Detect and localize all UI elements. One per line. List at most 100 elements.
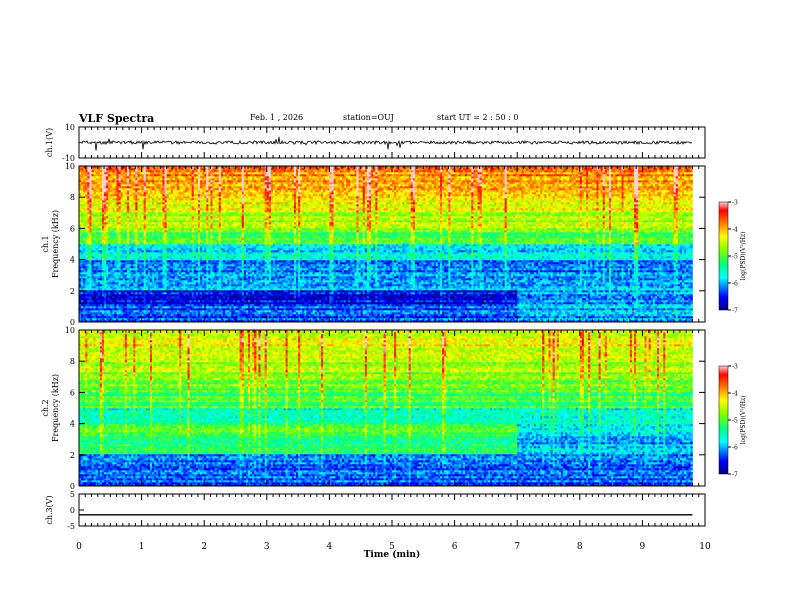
ch1-spectrogram-cell	[135, 232, 137, 234]
ch1-spectrogram-cell	[119, 204, 121, 206]
ch1-spectrogram-cell	[140, 204, 142, 206]
ch1-spectrogram-cell	[131, 244, 133, 246]
ch1-spectrogram-cell	[160, 270, 162, 272]
ch1-spectrogram-cell	[171, 302, 173, 304]
ch1-spectrogram-cell	[94, 186, 96, 188]
ch1-spectrogram-cell	[171, 214, 173, 216]
ch1-spectrogram-cell	[114, 268, 116, 270]
ch1-spectrogram-cell	[179, 246, 181, 248]
ch1-spectrogram-cell	[154, 280, 156, 282]
ch1-spectrogram-cell	[94, 258, 96, 260]
ch1-spectrogram-cell	[148, 272, 150, 274]
ch1-spectrogram-cell	[160, 256, 162, 258]
ch1-spectrogram-cell	[142, 298, 144, 300]
ch1-spectrogram-cell	[81, 188, 83, 190]
ch1-spectrogram-cell	[98, 314, 100, 316]
ch1-spectrogram-cell	[148, 230, 150, 232]
ch1-spectrogram-cell	[160, 280, 162, 282]
ch1-spectrogram-cell	[92, 200, 94, 202]
ch1-spectrogram-cell	[87, 242, 89, 244]
ch1-spectrogram-cell	[92, 182, 94, 184]
ch1-spectrogram-cell	[92, 252, 94, 254]
ch1-spectrogram-cell	[175, 272, 177, 274]
ch1-spectrogram-cell	[179, 296, 181, 298]
ch1-spectrogram-cell	[110, 204, 112, 206]
ch1-spectrogram-cell	[121, 192, 123, 194]
ch1-spectrogram-cell	[165, 312, 167, 314]
ch1-spectrogram-cell	[125, 252, 127, 254]
ch1-spectrogram-cell	[100, 232, 102, 234]
ch1-spectrogram-cell	[121, 248, 123, 250]
ch1-spectrogram-cell	[144, 236, 146, 238]
ch1-spectrogram-cell	[152, 236, 154, 238]
ch1-spectrogram-cell	[158, 266, 160, 268]
ch1-spectrogram-cell	[123, 230, 125, 232]
ch1-spectrogram-cell	[140, 180, 142, 182]
ch1-spectrogram-cell	[146, 280, 148, 282]
ch1-spectrogram-cell	[108, 316, 110, 318]
ch1-spectrogram-cell	[94, 204, 96, 206]
ch1-spectrogram-cell	[94, 230, 96, 232]
ch1-spectrogram-cell	[83, 310, 85, 312]
ch1-spectrogram-cell	[133, 306, 135, 308]
ch1-spectrogram-cell	[150, 308, 152, 310]
ch1-spectrogram-cell	[81, 248, 83, 250]
ch1-spectrogram-cell	[167, 206, 169, 208]
ch1-spectrogram-cell	[154, 216, 156, 218]
ch1-spectrogram-cell	[167, 268, 169, 270]
ch1-spectrogram-cell	[137, 314, 139, 316]
ch1-spectrogram-cell	[156, 274, 158, 276]
ch1-spectrogram-cell	[102, 232, 104, 234]
ch1-spectrogram-cell	[81, 260, 83, 262]
ch1-spectrogram-cell	[177, 256, 179, 258]
ch1-spectrogram-cell	[85, 276, 87, 278]
ch1-spectrogram-cell	[125, 212, 127, 214]
ch1-spectrogram-cell	[87, 232, 89, 234]
ch1-spectrogram-cell	[154, 298, 156, 300]
ch1-spectrogram-cell	[175, 266, 177, 268]
ch1-spectrogram-cell	[144, 308, 146, 310]
ch1-spectrogram-cell	[100, 188, 102, 190]
ch1-spectrogram-cell	[123, 198, 125, 200]
ch1-spectrogram-cell	[152, 230, 154, 232]
ch1-spectrogram-cell	[114, 196, 116, 198]
ch1-spectrogram-cell	[144, 232, 146, 234]
ch1-spectrogram-cell	[98, 218, 100, 220]
ch1-spectrogram-cell	[96, 204, 98, 206]
ch1-spectrogram-cell	[175, 252, 177, 254]
ch1-spectrogram-cell	[87, 176, 89, 178]
ch1-spectrogram-cell	[87, 260, 89, 262]
ch1-spectrogram-cell	[129, 286, 131, 288]
ch1-spectrogram-cell	[152, 254, 154, 256]
ch1-spectrogram-cell	[133, 220, 135, 222]
ch1-spectrogram-cell	[104, 210, 106, 212]
ch1-spectrogram-cell	[125, 196, 127, 198]
ch1-spectrogram-cell	[142, 236, 144, 238]
ch1-spectrogram-cell	[92, 298, 94, 300]
ch1-spectrogram-cell	[137, 218, 139, 220]
ch1-spectrogram-cell	[150, 318, 152, 320]
ch1-spectrogram-cell	[133, 298, 135, 300]
ch1-spectrogram-cell	[121, 196, 123, 198]
ch1-spectrogram-cell	[148, 264, 150, 266]
ch1-spectrogram-cell	[110, 250, 112, 252]
ch1-spectrogram-cell	[133, 314, 135, 316]
ch1-spectrogram-cell	[140, 266, 142, 268]
ch1-spectrogram-cell	[119, 182, 121, 184]
ch1-spectrogram-cell	[131, 192, 133, 194]
ch1-spectrogram-cell	[83, 300, 85, 302]
ch1-spectrogram-cell	[85, 268, 87, 270]
ch1-spectrogram-cell	[114, 256, 116, 258]
ch1-spectrogram-cell	[108, 308, 110, 310]
ch1-spectrogram-cell	[96, 264, 98, 266]
ch1-spectrogram-cell	[108, 290, 110, 292]
ch1-spectrogram-cell	[165, 196, 167, 198]
ch1-spectrogram-cell	[110, 184, 112, 186]
ch1-spectrogram-cell	[137, 266, 139, 268]
ch1-spectrogram-cell	[154, 306, 156, 308]
ch1-spectrogram-cell	[179, 214, 181, 216]
ch1-spectrogram-cell	[108, 196, 110, 198]
ch1-spectrogram-cell	[146, 300, 148, 302]
ch1-spectrogram-cell	[154, 236, 156, 238]
ch1-spectrogram-cell	[140, 268, 142, 270]
